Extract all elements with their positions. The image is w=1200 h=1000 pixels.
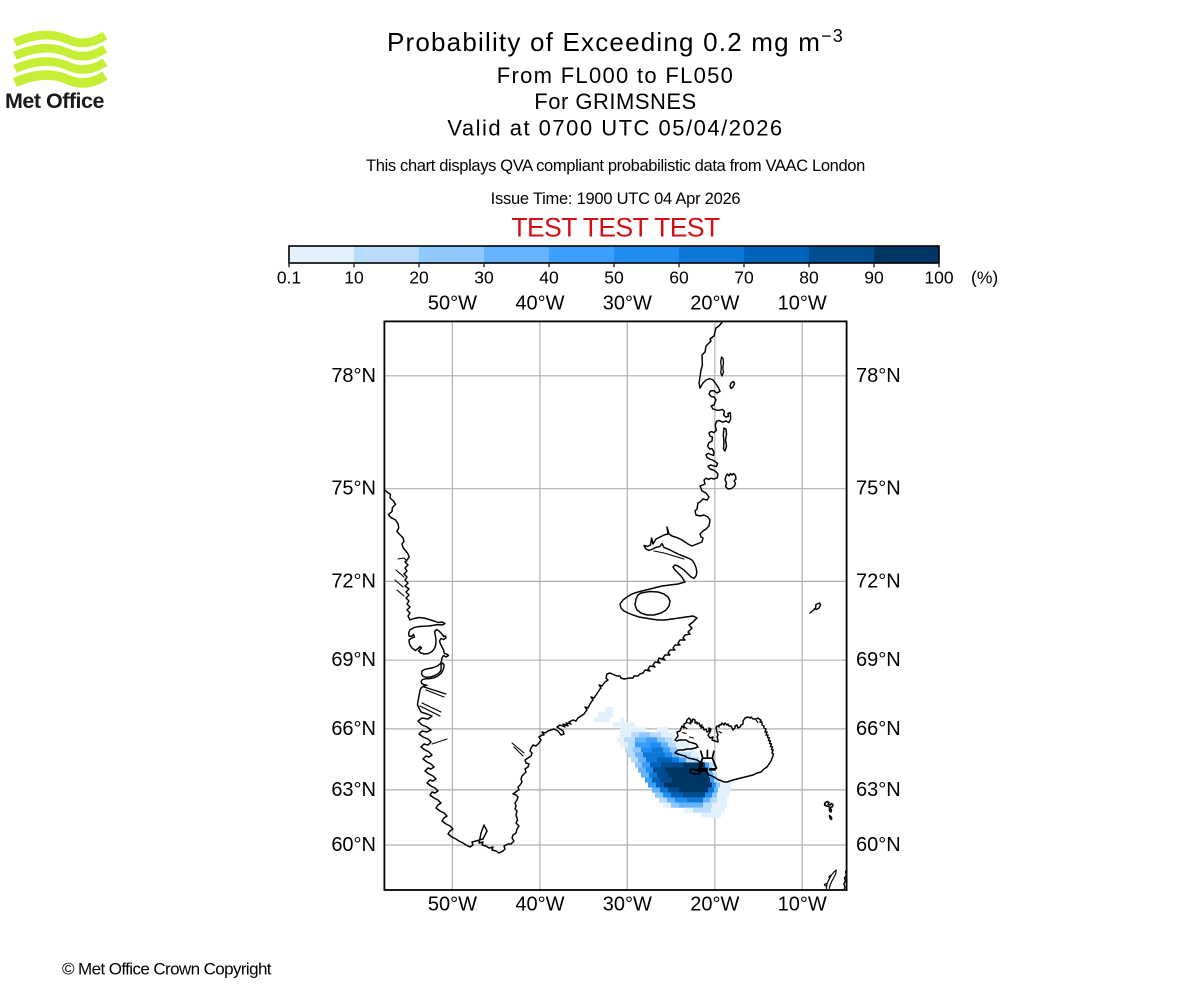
- svg-text:90: 90: [864, 268, 884, 288]
- svg-text:69°N: 69°N: [856, 649, 901, 671]
- svg-text:0.1: 0.1: [277, 268, 301, 288]
- svg-text:(%): (%): [971, 268, 998, 288]
- svg-text:40°W: 40°W: [515, 894, 564, 916]
- svg-text:60: 60: [669, 268, 689, 288]
- svg-text:40: 40: [539, 268, 559, 288]
- svg-text:63°N: 63°N: [331, 779, 376, 801]
- svg-text:30: 30: [474, 268, 494, 288]
- svg-text:TEST TEST TEST: TEST TEST TEST: [511, 213, 720, 243]
- svg-text:10°W: 10°W: [778, 894, 827, 916]
- svg-text:20°W: 20°W: [690, 293, 739, 315]
- svg-text:From FL000 to FL050: From FL000 to FL050: [497, 63, 734, 88]
- svg-text:75°N: 75°N: [331, 478, 376, 500]
- svg-text:50°W: 50°W: [428, 894, 477, 916]
- svg-text:78°N: 78°N: [331, 365, 376, 387]
- svg-text:20: 20: [409, 268, 429, 288]
- svg-text:72°N: 72°N: [331, 570, 376, 592]
- svg-text:10°W: 10°W: [778, 293, 827, 315]
- svg-text:Met Office: Met Office: [5, 89, 104, 113]
- svg-text:10: 10: [344, 268, 364, 288]
- svg-text:60°N: 60°N: [331, 834, 376, 856]
- svg-text:© Met Office Crown Copyright: © Met Office Crown Copyright: [62, 960, 272, 979]
- svg-text:60°N: 60°N: [856, 834, 901, 856]
- svg-text:Valid at 0700 UTC 05/04/2026: Valid at 0700 UTC 05/04/2026: [447, 116, 783, 141]
- svg-text:30°W: 30°W: [603, 293, 652, 315]
- svg-text:75°N: 75°N: [856, 478, 901, 500]
- svg-text:70: 70: [734, 268, 754, 288]
- svg-text:72°N: 72°N: [856, 570, 901, 592]
- svg-text:50: 50: [604, 268, 624, 288]
- svg-text:30°W: 30°W: [603, 894, 652, 916]
- svg-text:20°W: 20°W: [690, 894, 739, 916]
- svg-text:78°N: 78°N: [856, 365, 901, 387]
- svg-text:40°W: 40°W: [515, 293, 564, 315]
- svg-text:63°N: 63°N: [856, 779, 901, 801]
- svg-text:Probability of Exceeding 0.2 m: Probability of Exceeding 0.2 mg m−3: [387, 26, 844, 57]
- svg-text:100: 100: [924, 268, 953, 288]
- svg-text:80: 80: [799, 268, 819, 288]
- svg-text:66°N: 66°N: [856, 718, 901, 740]
- svg-text:For GRIMSNES: For GRIMSNES: [534, 89, 696, 114]
- svg-text:This chart displays QVA compli: This chart displays QVA compliant probab…: [366, 157, 865, 175]
- svg-text:69°N: 69°N: [331, 649, 376, 671]
- svg-text:50°W: 50°W: [428, 293, 477, 315]
- svg-text:66°N: 66°N: [331, 718, 376, 740]
- svg-text:Issue Time: 1900 UTC 04 Apr 20: Issue Time: 1900 UTC 04 Apr 2026: [491, 190, 741, 208]
